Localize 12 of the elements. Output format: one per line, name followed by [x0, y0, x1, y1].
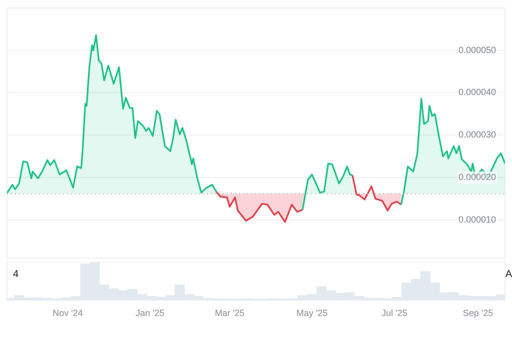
x-tick-label: Nov '24 [52, 308, 83, 318]
x-tick-label: Jan '25 [136, 308, 164, 318]
x-tick-label: May '25 [296, 308, 328, 318]
annotation: 4 [13, 268, 19, 280]
x-tick-label: Mar '25 [214, 308, 245, 318]
x-tick-label: Sep '25 [462, 308, 494, 318]
y-tick-label: 0.000040 [458, 87, 496, 98]
y-tick-label: 0.000030 [458, 130, 496, 140]
y-tick-label: 0.000050 [458, 44, 496, 55]
x-tick-label: Jul '25 [381, 308, 408, 318]
text: A [505, 268, 512, 280]
y-tick-label: 0.000010 [458, 214, 496, 224]
